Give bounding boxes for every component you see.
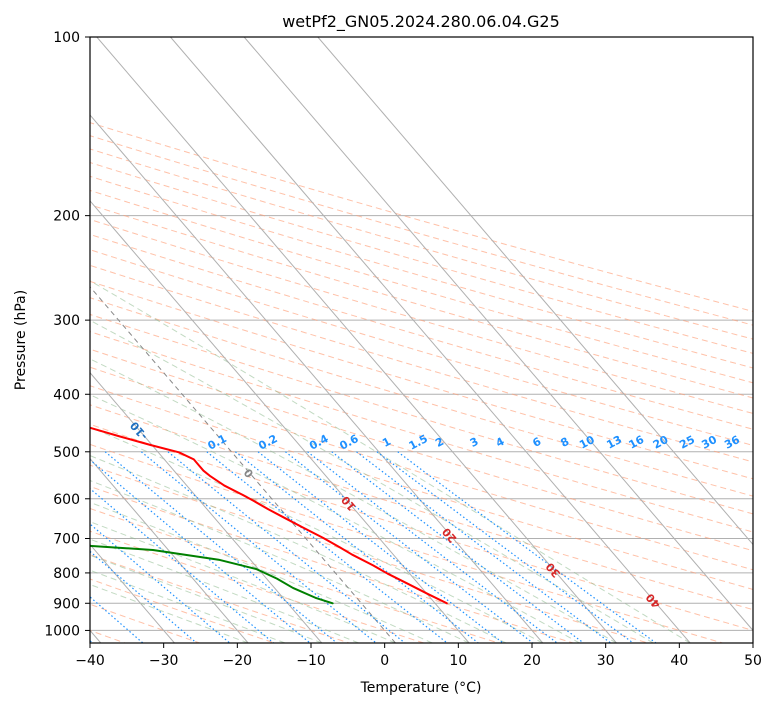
isotherm-line [90,286,396,643]
dry-adiabat-line [90,507,499,643]
y-tick-label: 1000 [44,623,80,639]
isotherm-line [90,200,470,643]
mixing-ratio-line [285,451,534,643]
moist-adiabat-line [90,358,617,643]
y-tick-label: 400 [53,387,80,403]
y-axis-label: Pressure (hPa) [13,290,29,390]
dry-adiabat-line [90,443,723,643]
dry-adiabat-line [90,297,753,497]
isotherm-line [170,37,691,643]
y-tick-label: 200 [53,209,80,225]
x-axis-label: Temperature (°C) [360,680,482,696]
mixing-ratio-line [206,451,448,643]
mixing-ratio-labels: 0.1 0.2 0.4 0.6 1 1.5 2 3 4 6 8 10 13 16 20 25 30 36 [206,432,743,453]
y-tick-label: 500 [53,445,80,461]
dry-adiabat-line [90,135,753,326]
isotherm-line [90,457,249,643]
dry-adiabat-line [90,122,753,312]
isotherm-line [243,37,753,632]
dry-adiabat-line [90,423,753,631]
x-tick-label: −10 [296,653,326,669]
x-tick-label: 50 [744,653,762,669]
x-tick-label: 40 [670,653,688,669]
x-tick-label: −30 [149,653,179,669]
moist-adiabat-line [90,455,507,643]
moist-adiabat-line [90,319,654,643]
dry-adiabat-line [90,404,753,611]
y-tick-label: 100 [53,30,80,46]
mixing-ratio-label: 36 [722,433,742,452]
moist-adiabat-line [90,479,470,643]
mixing-ratio-label: 16 [627,433,647,452]
y-tick-label: 900 [53,596,80,612]
dry-adiabat-line [90,148,753,340]
x-tick-label: −40 [75,653,105,669]
dry-adiabat-line [90,161,753,354]
isotherms [90,37,753,643]
profile-series [90,426,448,605]
chart-title: wetPf2_GN05.2024.280.06.04.G25 [282,12,560,32]
temperature-profile-line [90,426,448,605]
mixing-ratio-line [90,523,231,643]
mixing-ratio-line [167,451,406,643]
mixing-ratio-line [331,451,584,643]
moist-adiabat-line [90,521,396,643]
dry-adiabat-line [90,348,753,552]
dry-adiabats [90,122,753,643]
x-tick-label: −20 [223,653,253,669]
plot-frame [89,36,754,644]
y-axis-ticks: 100 200 300 400 500 600 700 800 900 1000 [44,30,90,639]
isotherm-line [96,37,617,643]
y-tick-label: 700 [53,532,80,548]
mixing-ratio-line [90,550,197,643]
x-tick-label: 0 [380,653,389,669]
mixing-ratio-line [90,459,311,643]
isotherm-line [90,114,544,643]
dry-adiabat-line [90,264,753,463]
y-tick-label: 300 [53,313,80,329]
moist-adiabat-line [90,280,691,643]
mixing-ratio-label: 13 [604,433,624,452]
mixing-ratio-label: 20 [651,433,671,452]
y-tick-label: 600 [53,492,80,508]
mixing-ratio-line [90,487,274,643]
mixing-ratio-line [140,451,377,643]
mixing-ratio-label: 10 [577,433,597,452]
x-tick-label: 20 [523,653,541,669]
x-tick-label: 30 [597,653,615,669]
moist-adiabat-line [90,501,433,643]
moist-adiabat-line [90,583,249,643]
moist-adiabat-line [90,394,580,643]
x-axis-ticks: −40 −30 −20 −10 0 10 20 30 40 50 [75,643,762,669]
mixing-ratio-line [257,451,504,643]
mixing-ratio-line [397,451,657,643]
dry-adiabat-line [90,464,648,643]
x-tick-label: 10 [449,653,467,669]
dry-adiabat-line [90,233,753,430]
isotherm-line [90,371,323,643]
isotherm-line [317,37,753,546]
dry-adiabat-line [90,280,753,480]
dry-adiabat-line [90,485,574,643]
y-tick-label: 800 [53,566,80,582]
mixing-ratio-line [307,451,558,643]
dry-adiabat-line [90,249,753,446]
dry-adiabat-line [90,331,753,533]
mixing-ratio-label: 25 [677,433,697,452]
moist-adiabat-line [90,538,359,643]
dry-adiabat-line [90,385,753,590]
plot-area: -100-90-80-70-60-50-40-30-20-10010203040… [90,37,753,643]
mixing-ratio-label: 30 [699,433,719,452]
moist-adiabats [90,280,691,643]
